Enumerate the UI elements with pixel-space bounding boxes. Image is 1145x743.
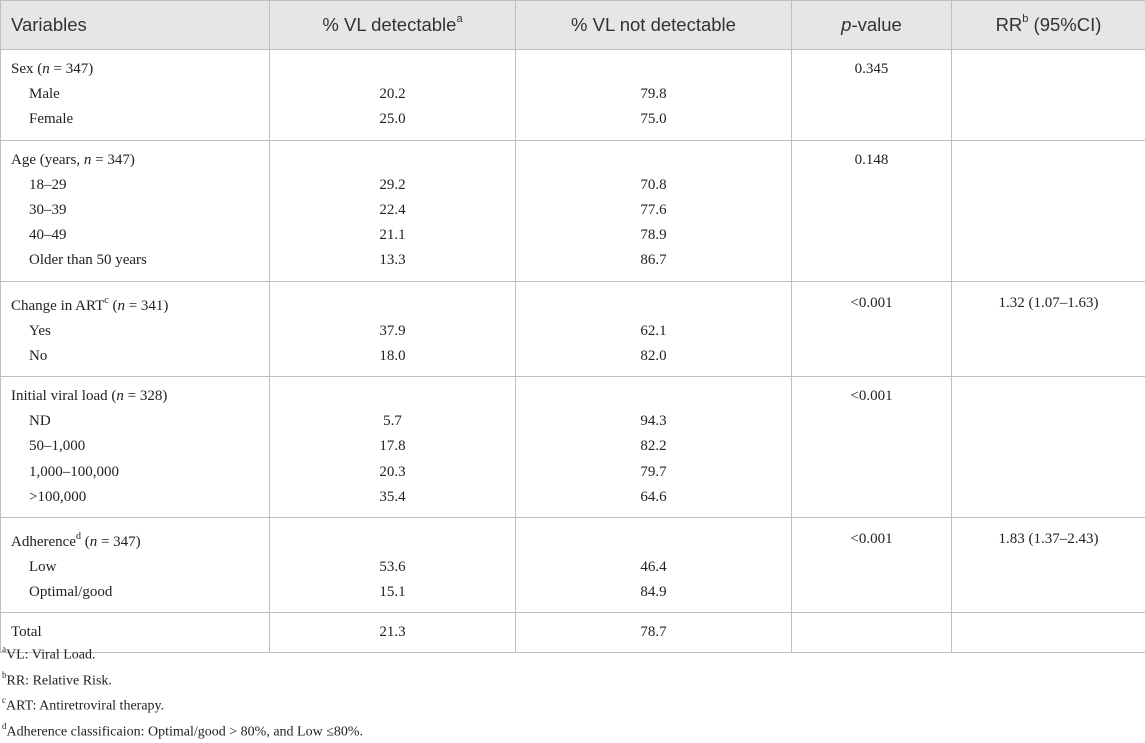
detectable-value: 18.0 (270, 344, 516, 377)
results-table: Variables % VL detectablea % VL not dete… (0, 0, 1145, 653)
row-label: Older than 50 years (1, 248, 270, 281)
detectable-value: 35.4 (270, 485, 516, 518)
header-rr: RRb (95%CI) (952, 1, 1145, 50)
group-row-age: Age (years, n = 347) 0.148 (1, 140, 1145, 173)
group-label: Adherenced (n = 347) (1, 517, 270, 555)
row-label: >100,000 (1, 485, 270, 518)
footnote: aVL: Viral Load. (2, 640, 363, 666)
not-detectable-value: 79.7 (516, 459, 792, 484)
detectable-value: 13.3 (270, 248, 516, 281)
not-detectable-value: 75.0 (516, 107, 792, 140)
not-detectable-value: 79.8 (516, 82, 792, 107)
detectable-value: 37.9 (270, 319, 516, 344)
detectable-value: 21.1 (270, 223, 516, 248)
not-detectable-value: 82.2 (516, 434, 792, 459)
rr-value (952, 50, 1145, 83)
detectable-value: 22.4 (270, 198, 516, 223)
p-value: 0.345 (792, 50, 952, 83)
rr-value: 1.32 (1.07–1.63) (952, 281, 1145, 319)
header-row: Variables % VL detectablea % VL not dete… (1, 1, 1145, 50)
footnotes: aVL: Viral Load. bRR: Relative Risk. cAR… (2, 640, 363, 743)
group-label: Sex (n = 347) (1, 50, 270, 83)
row-label: 18–29 (1, 173, 270, 198)
not-detectable-value: 70.8 (516, 173, 792, 198)
detectable-value: 29.2 (270, 173, 516, 198)
table-row: No 18.0 82.0 (1, 344, 1145, 377)
p-value: <0.001 (792, 517, 952, 555)
row-label: Low (1, 555, 270, 580)
table-row: Optimal/good 15.1 84.9 (1, 580, 1145, 613)
group-label: Change in ARTc (n = 341) (1, 281, 270, 319)
not-detectable-value: 77.6 (516, 198, 792, 223)
row-label: Male (1, 82, 270, 107)
not-detectable-value: 62.1 (516, 319, 792, 344)
not-detectable-value: 94.3 (516, 409, 792, 434)
not-detectable-value: 78.7 (516, 613, 792, 653)
not-detectable-value: 46.4 (516, 555, 792, 580)
group-row-viral-load: Initial viral load (n = 328) <0.001 (1, 376, 1145, 409)
detectable-value: 15.1 (270, 580, 516, 613)
not-detectable-value: 84.9 (516, 580, 792, 613)
not-detectable-value: 82.0 (516, 344, 792, 377)
row-label: 50–1,000 (1, 434, 270, 459)
footnote: cART: Antiretroviral therapy. (2, 691, 363, 717)
header-variables: Variables (1, 1, 270, 50)
detectable-value: 5.7 (270, 409, 516, 434)
detectable-value: 20.3 (270, 459, 516, 484)
table-row: Male 20.2 79.8 (1, 82, 1145, 107)
header-detectable: % VL detectablea (270, 1, 516, 50)
row-label: Optimal/good (1, 580, 270, 613)
row-label: No (1, 344, 270, 377)
detectable-value: 25.0 (270, 107, 516, 140)
table-row: 30–39 22.4 77.6 (1, 198, 1145, 223)
table-row: Older than 50 years 13.3 86.7 (1, 248, 1145, 281)
table-row: 50–1,000 17.8 82.2 (1, 434, 1145, 459)
table-row: ND 5.7 94.3 (1, 409, 1145, 434)
group-label: Initial viral load (n = 328) (1, 376, 270, 409)
group-label: Age (years, n = 347) (1, 140, 270, 173)
row-label: 40–49 (1, 223, 270, 248)
row-label: ND (1, 409, 270, 434)
header-not-detectable: % VL not detectable (516, 1, 792, 50)
detectable-value: 17.8 (270, 434, 516, 459)
group-row-sex: Sex (n = 347) 0.345 (1, 50, 1145, 83)
row-label: 1,000–100,000 (1, 459, 270, 484)
not-detectable-value: 64.6 (516, 485, 792, 518)
table-row: Yes 37.9 62.1 (1, 319, 1145, 344)
rr-value: 1.83 (1.37–2.43) (952, 517, 1145, 555)
group-row-art: Change in ARTc (n = 341) <0.001 1.32 (1.… (1, 281, 1145, 319)
row-label: Female (1, 107, 270, 140)
detectable-value: 53.6 (270, 555, 516, 580)
p-value: 0.148 (792, 140, 952, 173)
table-row: >100,000 35.4 64.6 (1, 485, 1145, 518)
not-detectable-value: 78.9 (516, 223, 792, 248)
table-row: 1,000–100,000 20.3 79.7 (1, 459, 1145, 484)
header-pvalue: p-value (792, 1, 952, 50)
table-row: Low 53.6 46.4 (1, 555, 1145, 580)
rr-value (952, 376, 1145, 409)
table-row: Female 25.0 75.0 (1, 107, 1145, 140)
not-detectable-value: 86.7 (516, 248, 792, 281)
footnote: bRR: Relative Risk. (2, 666, 363, 692)
footnote: dAdherence classificaion: Optimal/good >… (2, 717, 363, 743)
p-value: <0.001 (792, 376, 952, 409)
p-value: <0.001 (792, 281, 952, 319)
row-label: Yes (1, 319, 270, 344)
table-row: 40–49 21.1 78.9 (1, 223, 1145, 248)
row-label: 30–39 (1, 198, 270, 223)
rr-value (952, 140, 1145, 173)
table-row: 18–29 29.2 70.8 (1, 173, 1145, 198)
group-row-adherence: Adherenced (n = 347) <0.001 1.83 (1.37–2… (1, 517, 1145, 555)
detectable-value: 20.2 (270, 82, 516, 107)
